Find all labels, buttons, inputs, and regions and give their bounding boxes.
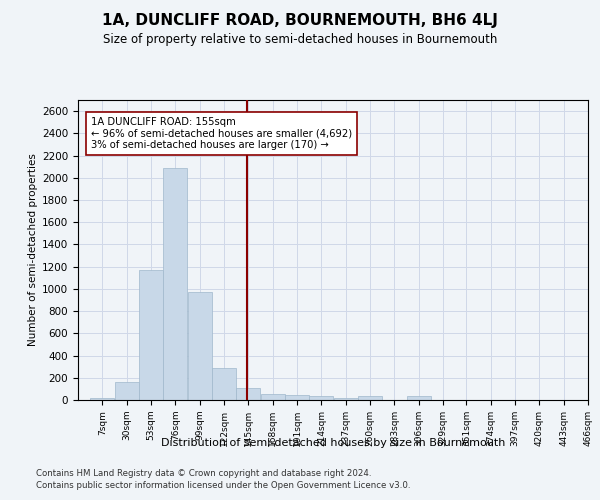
Bar — [115, 382, 139, 400]
Bar — [91, 398, 114, 400]
Bar — [310, 396, 333, 400]
Text: Contains HM Land Registry data © Crown copyright and database right 2024.: Contains HM Land Registry data © Crown c… — [36, 468, 371, 477]
Bar — [139, 270, 163, 400]
Bar — [163, 168, 187, 400]
Bar — [188, 292, 212, 400]
Text: Contains public sector information licensed under the Open Government Licence v3: Contains public sector information licen… — [36, 481, 410, 490]
Bar — [212, 368, 236, 400]
Bar — [334, 398, 358, 400]
Bar — [358, 396, 382, 400]
Bar — [261, 394, 284, 400]
Text: 1A, DUNCLIFF ROAD, BOURNEMOUTH, BH6 4LJ: 1A, DUNCLIFF ROAD, BOURNEMOUTH, BH6 4LJ — [102, 12, 498, 28]
Text: Distribution of semi-detached houses by size in Bournemouth: Distribution of semi-detached houses by … — [161, 438, 505, 448]
Text: Size of property relative to semi-detached houses in Bournemouth: Size of property relative to semi-detach… — [103, 32, 497, 46]
Text: 1A DUNCLIFF ROAD: 155sqm
← 96% of semi-detached houses are smaller (4,692)
3% of: 1A DUNCLIFF ROAD: 155sqm ← 96% of semi-d… — [91, 116, 352, 150]
Bar — [285, 395, 309, 400]
Y-axis label: Number of semi-detached properties: Number of semi-detached properties — [28, 154, 38, 346]
Bar — [236, 388, 260, 400]
Bar — [407, 396, 431, 400]
